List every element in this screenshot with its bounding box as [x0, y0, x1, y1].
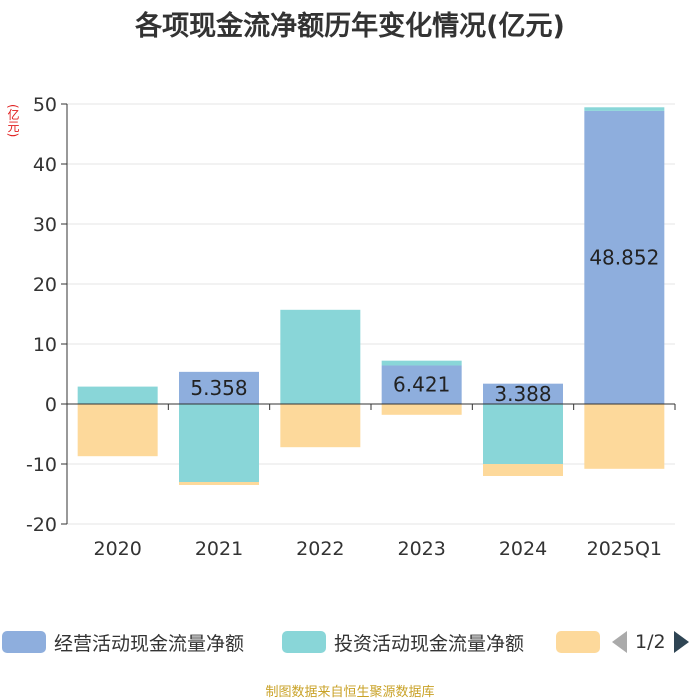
data-label: 3.388 — [494, 382, 551, 406]
legend-item-operating[interactable]: 经营活动现金流量净额 — [2, 624, 244, 660]
data-label: 6.421 — [393, 373, 450, 397]
legend: 经营活动现金流量净额 投资活动现金流量净额 1/2 — [0, 624, 700, 660]
bar-investing — [381, 360, 462, 366]
bar-operating — [381, 365, 462, 404]
legend-item-financing[interactable] — [556, 624, 608, 660]
data-source-note: 制图数据来自恒生聚源数据库 — [265, 685, 435, 700]
bar-financing — [179, 482, 259, 485]
bar-investing — [584, 107, 665, 111]
bar-investing — [483, 404, 563, 464]
x-tick-label: 2022 — [296, 538, 344, 560]
legend-swatch-operating — [2, 631, 46, 653]
y-tick-label: 0 — [45, 394, 57, 416]
legend-page-indicator: 1/2 — [635, 631, 666, 653]
legend-item-investing[interactable]: 投资活动现金流量净额 — [282, 624, 524, 660]
x-tick-label: 2021 — [195, 538, 243, 560]
x-tick-label: 2024 — [499, 538, 547, 560]
y-tick-label: 10 — [33, 334, 57, 356]
bar-financing — [381, 404, 462, 415]
chart-title: 各项现金流净额历年变化情况(亿元) — [135, 11, 565, 42]
legend-prev-icon[interactable] — [612, 631, 627, 653]
legend-swatch-financing — [556, 631, 600, 653]
data-label: 48.852 — [589, 245, 659, 269]
bar-financing — [483, 464, 563, 476]
y-tick-label: 50 — [33, 94, 57, 116]
bar-financing — [77, 404, 158, 457]
y-tick-label: -10 — [26, 454, 57, 476]
legend-label-operating: 经营活动现金流量净额 — [54, 632, 245, 655]
data-label: 5.358 — [190, 376, 247, 400]
y-tick-label: 20 — [33, 274, 57, 296]
bar-investing — [280, 309, 361, 404]
bar-operating — [483, 383, 563, 404]
y-axis-unit: (亿元) — [6, 104, 20, 138]
bar-chart: -20 -10 0 10 20 30 40 50 5.358 6.421 3.388 48.852 20… — [26, 94, 676, 560]
x-tick-label: 2023 — [397, 538, 445, 560]
legend-next-icon[interactable] — [673, 631, 689, 653]
legend-label-investing: 投资活动现金流量净额 — [334, 632, 525, 655]
x-tick-label: 2025Q1 — [587, 538, 662, 560]
y-tick-label: 40 — [33, 154, 57, 176]
bar-operating — [584, 110, 665, 404]
bar-financing — [280, 404, 361, 448]
x-tick-label: 2020 — [93, 538, 141, 560]
bar-financing — [584, 404, 665, 469]
legend-swatch-investing — [282, 631, 326, 653]
bar-investing — [77, 386, 158, 404]
y-tick-label: -20 — [26, 514, 57, 536]
legend-pager: 1/2 — [612, 624, 689, 660]
bar-operating — [179, 371, 259, 404]
bar-investing — [179, 404, 259, 482]
y-tick-label: 30 — [33, 214, 57, 236]
